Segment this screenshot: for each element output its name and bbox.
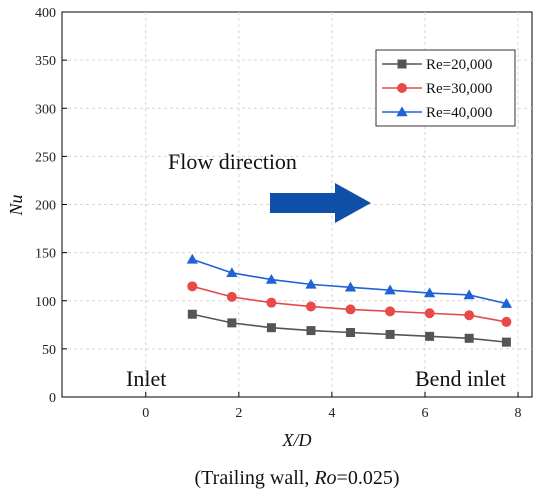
marker-circle (397, 83, 407, 93)
y-tick-label: 50 (42, 343, 56, 358)
marker-triangle (226, 267, 238, 278)
legend-label: Re=30,000 (426, 81, 492, 97)
marker-circle (501, 316, 512, 327)
x-tick-label: 2 (235, 406, 242, 421)
flow-direction-label: Flow direction (168, 149, 297, 174)
marker-square (227, 318, 237, 328)
y-axis-title: Nu (6, 194, 26, 216)
y-tick-label: 300 (35, 102, 56, 117)
marker-square (385, 329, 395, 339)
legend-label: Re=40,000 (426, 105, 492, 121)
x-tick-label: 6 (421, 406, 428, 421)
y-tick-label: 350 (35, 54, 56, 69)
marker-circle (266, 297, 277, 308)
ticks: 0 50 100 150 200 250 300 350 400 0 2 4 6 8 (35, 6, 522, 421)
marker-square (187, 309, 197, 319)
y-tick-label: 400 (35, 6, 56, 21)
marker-circle (226, 291, 237, 302)
y-tick-label: 250 (35, 150, 56, 165)
x-tick-label: 8 (515, 406, 522, 421)
marker-square (501, 337, 511, 347)
legend: Re=20,000 Re=30,000 Re=40,000 (375, 49, 516, 127)
inlet-label: Inlet (126, 366, 166, 391)
y-tick-label: 150 (35, 247, 56, 262)
x-tick-label: 0 (142, 406, 149, 421)
x-tick-label: 4 (328, 406, 335, 421)
marker-circle (187, 281, 198, 292)
marker-circle (345, 304, 356, 315)
marker-circle (385, 306, 396, 317)
y-tick-label: 100 (35, 295, 56, 310)
marker-triangle (186, 253, 198, 264)
marker-square (306, 326, 316, 336)
marker-square (346, 328, 356, 338)
marker-circle (424, 308, 435, 319)
series-square (187, 309, 511, 347)
marker-triangle (305, 278, 317, 289)
marker-square (464, 333, 474, 343)
marker-triangle (384, 284, 396, 295)
marker-square (397, 59, 407, 69)
legend-label: Re=20,000 (426, 57, 492, 73)
y-tick-label: 0 (49, 391, 56, 406)
y-tick-label: 200 (35, 199, 56, 214)
series-circle (187, 281, 512, 327)
marker-triangle (463, 289, 475, 300)
caption-ro: Ro (313, 467, 336, 489)
marker-triangle (344, 281, 357, 292)
series-layer (186, 253, 513, 347)
figure-caption: (Trailing wall, Ro=0.025) (195, 467, 400, 489)
x-axis-title: X/D (282, 430, 312, 450)
bend-inlet-label: Bend inlet (415, 366, 506, 391)
marker-triangle (500, 298, 513, 308)
marker-triangle (396, 106, 408, 117)
marker-circle (305, 301, 316, 312)
series-triangle (186, 253, 513, 308)
caption-suffix: =0.025) (337, 467, 400, 489)
marker-triangle (423, 287, 436, 298)
marker-circle (464, 310, 475, 321)
marker-square (266, 323, 276, 333)
flow-direction-arrow-icon (270, 183, 371, 223)
marker-triangle (265, 273, 278, 284)
marker-square (425, 331, 435, 341)
caption-prefix: (Trailing wall, (195, 467, 315, 489)
